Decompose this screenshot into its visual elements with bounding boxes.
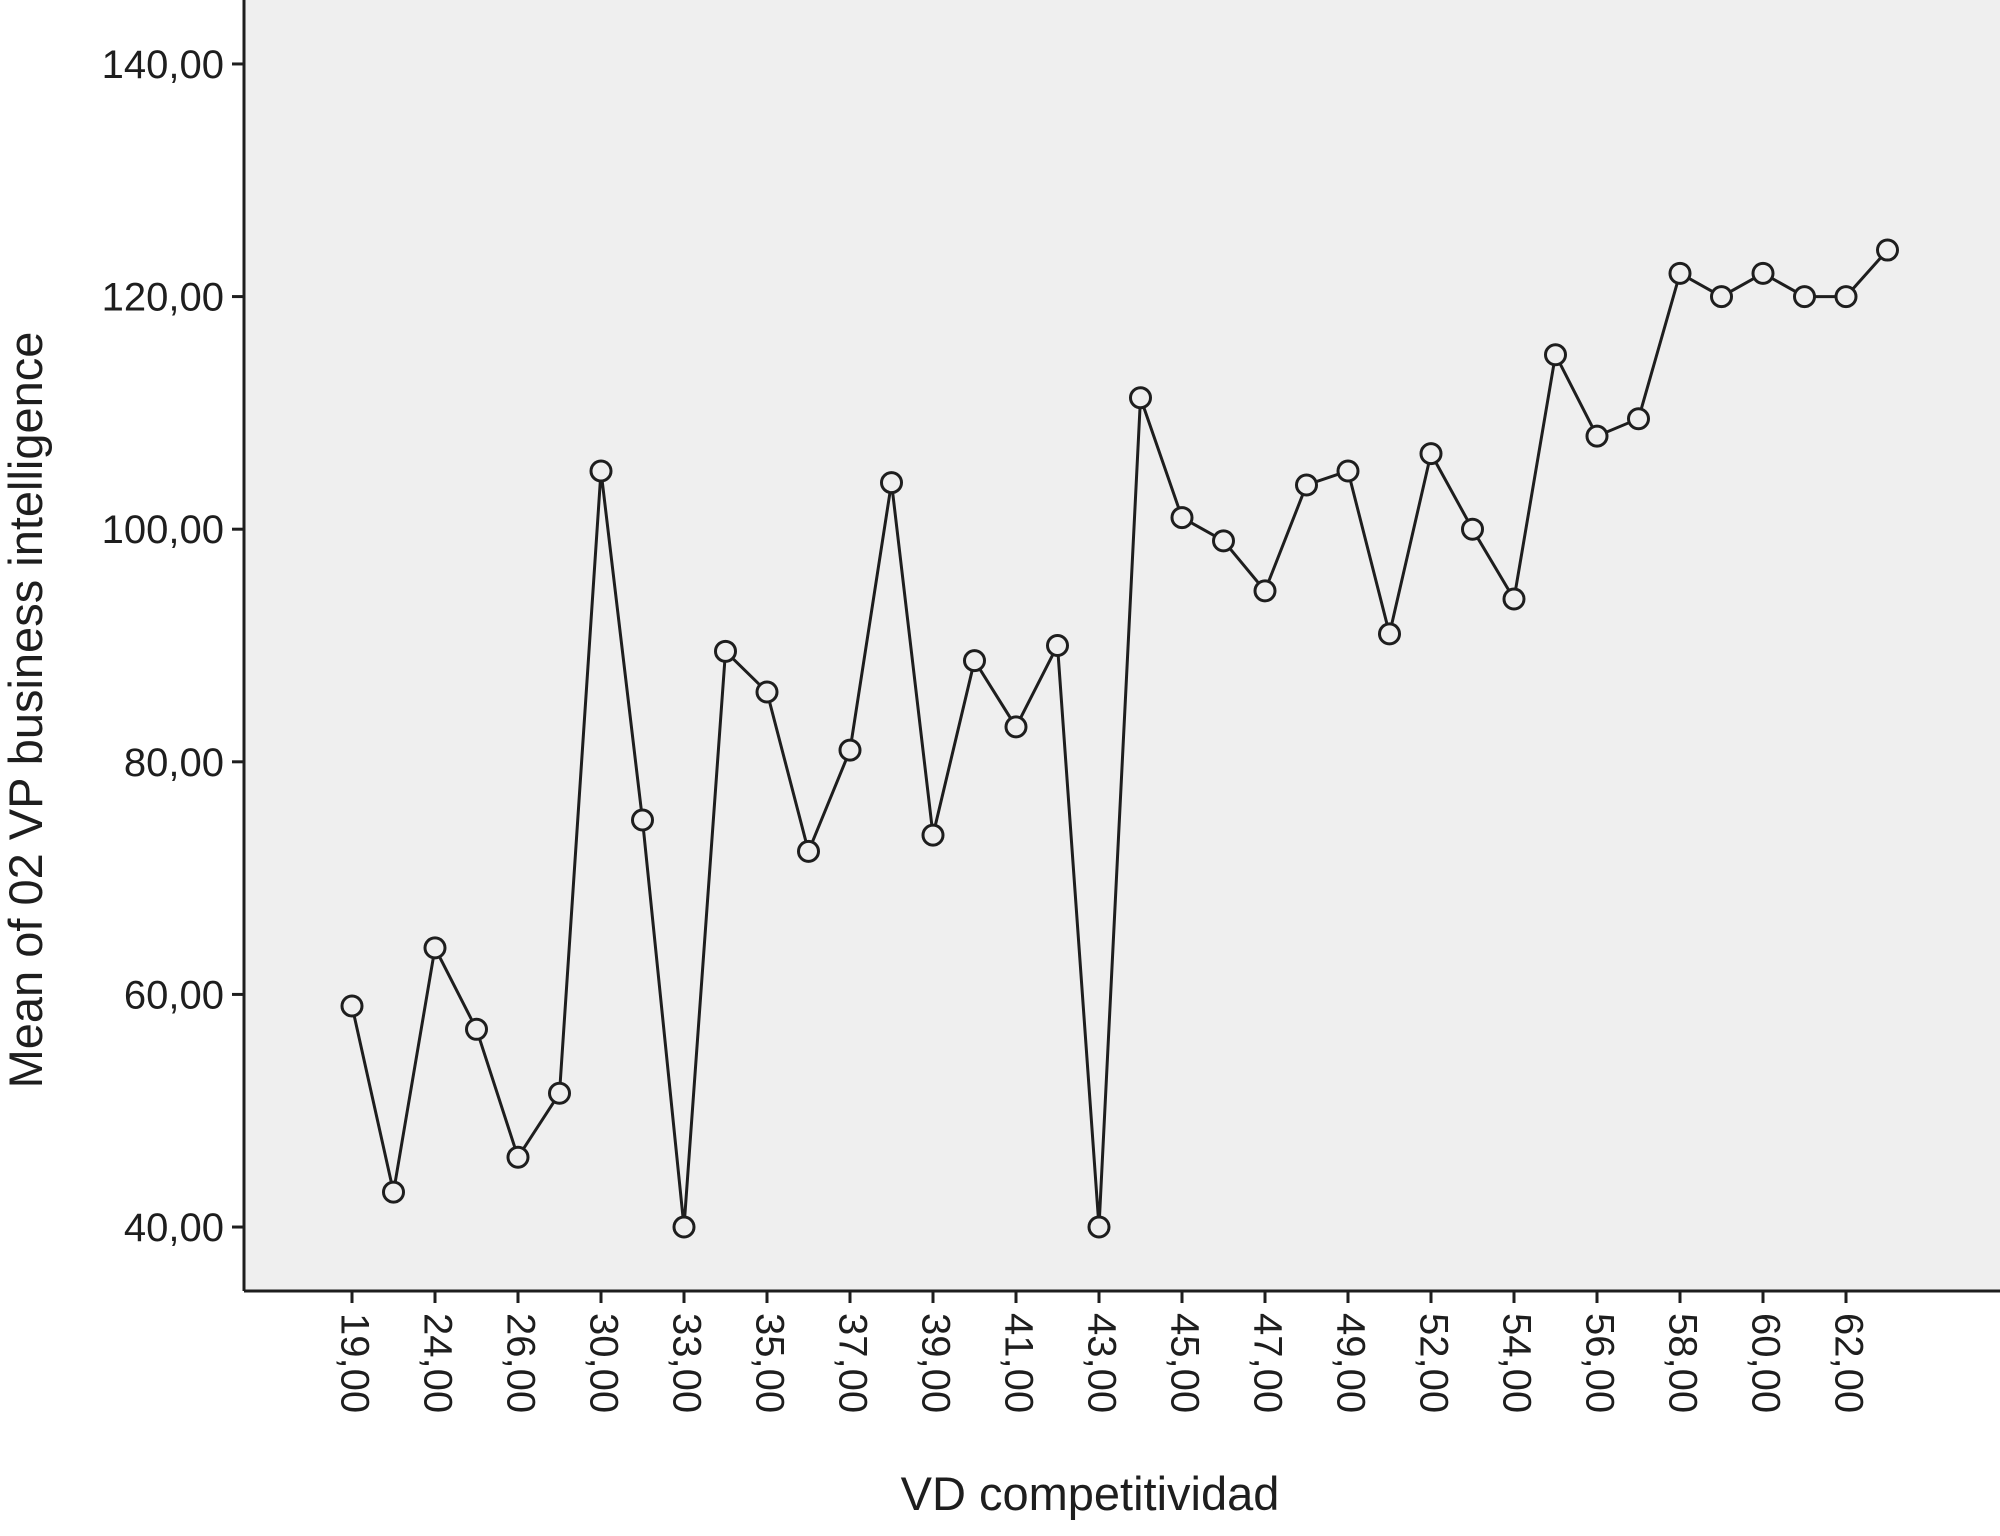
x-tick-label: 39,00 (913, 1313, 957, 1413)
data-point (1378, 622, 1401, 646)
y-tick-label: 140,00 (102, 43, 224, 87)
data-point (1253, 579, 1277, 603)
data-point (1502, 587, 1526, 611)
data-point (1004, 715, 1028, 739)
data-point (1461, 517, 1484, 541)
data-point (465, 1017, 488, 1041)
data-point (1793, 285, 1816, 309)
data-point (631, 808, 654, 832)
data-point (838, 738, 862, 762)
x-tick-label: 54,00 (1494, 1313, 1538, 1413)
data-point (797, 839, 820, 863)
x-tick-label: 45,00 (1162, 1313, 1206, 1413)
data-point (340, 994, 364, 1018)
x-tick-label: 35,00 (747, 1313, 791, 1413)
data-point (880, 471, 903, 495)
data-point (1212, 529, 1235, 553)
data-point (589, 459, 613, 483)
x-tick-label: 26,00 (498, 1313, 542, 1413)
x-tick-label: 41,00 (996, 1313, 1040, 1413)
data-point (1087, 1215, 1111, 1239)
data-point (1710, 285, 1733, 309)
data-point (1295, 473, 1318, 497)
data-point (963, 649, 986, 673)
data-point (1751, 261, 1775, 285)
data-point (548, 1081, 571, 1105)
series-markers (340, 238, 1899, 1239)
data-point (382, 1180, 405, 1204)
data-point (1627, 407, 1650, 431)
x-tick-label: 37,00 (830, 1313, 874, 1413)
data-point (1876, 238, 1899, 262)
data-point (1585, 424, 1609, 448)
data-point (1170, 506, 1194, 530)
x-tick-label: 62,00 (1826, 1313, 1870, 1413)
x-tick-label: 56,00 (1577, 1313, 1621, 1413)
x-tick-label: 30,00 (581, 1313, 625, 1413)
data-point (1419, 442, 1443, 466)
data-point (1129, 386, 1152, 410)
y-tick-label: 100,00 (102, 508, 224, 552)
data-point (1046, 634, 1069, 657)
x-tick-label: 24,00 (415, 1313, 459, 1413)
x-tick-label: 60,00 (1743, 1313, 1787, 1413)
data-point (1544, 343, 1567, 367)
data-point (672, 1215, 696, 1239)
data-point (714, 639, 737, 663)
x-tick-label: 43,00 (1079, 1313, 1123, 1413)
x-axis-title: VD competitividad (901, 1467, 1280, 1520)
x-axis: 19,00 24,00 26,00 30,00 33,00 35,00 37,00 39,00… (332, 1291, 1870, 1413)
x-tick-label: 47,00 (1245, 1313, 1289, 1413)
y-tick-label: 120,00 (102, 276, 224, 320)
y-tick-label: 80,00 (124, 741, 224, 785)
x-tick-label: 52,00 (1411, 1313, 1455, 1413)
data-point (1668, 261, 1692, 285)
y-tick-label: 60,00 (124, 973, 224, 1017)
data-point (1336, 459, 1360, 483)
data-point (423, 936, 447, 960)
y-axis: 40,00 60,00 80,00 100,00 120,00 140,00 (102, 43, 244, 1250)
x-tick-label: 19,00 (332, 1313, 376, 1413)
y-tick-label: 40,00 (124, 1206, 224, 1250)
plot-background (244, 0, 2000, 1291)
data-point (1834, 285, 1858, 309)
data-point (921, 823, 945, 847)
y-axis-title: Mean of 02 VP business intelligence (0, 332, 52, 1089)
x-tick-label: 49,00 (1328, 1313, 1372, 1413)
x-tick-label: 33,00 (664, 1313, 708, 1413)
data-point (506, 1145, 530, 1169)
data-point (755, 680, 779, 704)
x-tick-label: 58,00 (1660, 1313, 1704, 1413)
